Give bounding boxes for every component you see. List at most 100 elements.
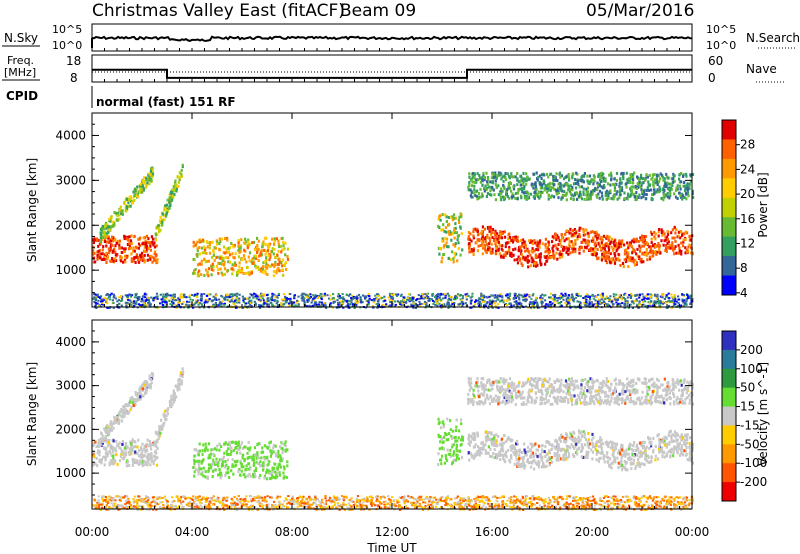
- scatter-point: [237, 269, 240, 273]
- scatter-point: [457, 241, 460, 245]
- scatter-point: [170, 400, 173, 403]
- scatter-point: [535, 296, 538, 299]
- scatter-point: [133, 304, 136, 307]
- scatter-point: [479, 187, 482, 191]
- scatter-point: [483, 304, 486, 307]
- scatter-point: [245, 260, 248, 264]
- scatter-point: [545, 255, 548, 259]
- scatter-point: [629, 258, 632, 262]
- scatter-point: [486, 176, 490, 180]
- colorbar-swatch: [722, 178, 736, 199]
- scatter-point: [455, 231, 458, 235]
- scatter-point: [668, 182, 671, 186]
- scatter-point: [615, 171, 619, 175]
- scatter-point: [92, 293, 96, 296]
- scatter-point: [570, 296, 573, 299]
- scatter-point: [200, 472, 203, 476]
- scatter-point: [146, 304, 149, 306]
- scatter-point: [546, 249, 549, 253]
- scatter-point: [212, 265, 215, 268]
- scatter-point: [447, 230, 450, 233]
- scatter-point: [226, 293, 229, 296]
- scatter-point: [124, 235, 127, 239]
- scatter-point: [484, 236, 487, 239]
- scatter-point: [534, 253, 537, 257]
- scatter-point: [193, 293, 197, 296]
- scatter-point: [561, 255, 564, 259]
- scatter-point: [632, 237, 635, 241]
- scatter-point: [472, 305, 475, 308]
- scatter-point: [468, 237, 471, 241]
- scatter-point: [144, 259, 147, 263]
- scatter-point: [137, 255, 140, 259]
- scatter-point: [558, 301, 561, 304]
- scatter-point: [631, 249, 634, 253]
- scatter-point: [237, 300, 240, 302]
- scatter-point: [200, 297, 203, 300]
- scatter-point: [178, 175, 182, 179]
- scatter-point: [132, 404, 135, 407]
- scatter-point: [516, 305, 519, 308]
- scatter-point: [118, 243, 121, 247]
- scatter-point: [507, 233, 510, 237]
- scatter-point: [588, 174, 592, 178]
- scatter-point: [263, 293, 266, 296]
- scatter-point: [578, 247, 581, 251]
- scatter-point: [590, 248, 593, 252]
- scatter-point: [509, 251, 512, 255]
- scatter-point: [593, 175, 596, 179]
- scatter-point: [594, 303, 597, 306]
- scatter-point: [242, 300, 245, 303]
- scatter-point: [212, 295, 215, 298]
- scatter-point: [171, 402, 174, 406]
- scatter-point: [528, 295, 531, 298]
- scatter-point: [169, 405, 172, 409]
- scatter-point: [215, 298, 218, 301]
- scatter-point: [499, 293, 503, 296]
- scatter-point: [215, 294, 218, 297]
- scatter-point: [536, 195, 540, 199]
- scatter-point: [606, 189, 609, 193]
- scatter-point: [148, 374, 151, 378]
- scatter-point: [568, 243, 571, 247]
- scatter-point: [255, 246, 258, 250]
- scatter-point: [220, 255, 223, 259]
- scatter-point: [141, 184, 144, 188]
- scatter-point: [207, 463, 211, 467]
- scatter-point: [561, 193, 564, 197]
- scatter-point: [638, 244, 641, 248]
- scatter-point: [224, 237, 227, 241]
- scatter-point: [686, 297, 689, 300]
- scatter-point: [690, 294, 693, 297]
- scatter-point: [122, 452, 125, 455]
- scatter-point: [495, 232, 499, 236]
- scatter-point: [271, 247, 274, 251]
- scatter-point: [239, 244, 242, 248]
- scatter-point: [489, 225, 492, 229]
- scatter-point: [660, 239, 663, 243]
- scatter-point: [523, 187, 526, 191]
- scatter-point: [171, 298, 174, 301]
- scatter-point: [257, 259, 260, 263]
- scatter-point: [271, 303, 274, 306]
- scatter-point: [397, 293, 400, 296]
- scatter-point: [257, 247, 260, 251]
- scatter-point: [482, 173, 485, 177]
- scatter-point: [530, 249, 533, 253]
- scatter-point: [289, 293, 292, 295]
- scatter-point: [142, 181, 145, 185]
- scatter-point: [148, 377, 151, 381]
- scatter-point: [596, 188, 599, 192]
- scatter-point: [277, 242, 280, 246]
- scatter-point: [156, 307, 159, 309]
- scatter-point: [120, 419, 124, 423]
- scatter-point: [602, 172, 605, 176]
- scatter-point: [572, 194, 575, 198]
- scatter-point: [523, 185, 526, 188]
- scatter-point: [102, 245, 105, 249]
- scatter-point: [395, 293, 398, 296]
- scatter-point: [635, 299, 638, 302]
- scatter-point: [297, 295, 300, 298]
- scatter-point: [475, 195, 478, 198]
- scatter-point: [227, 256, 230, 260]
